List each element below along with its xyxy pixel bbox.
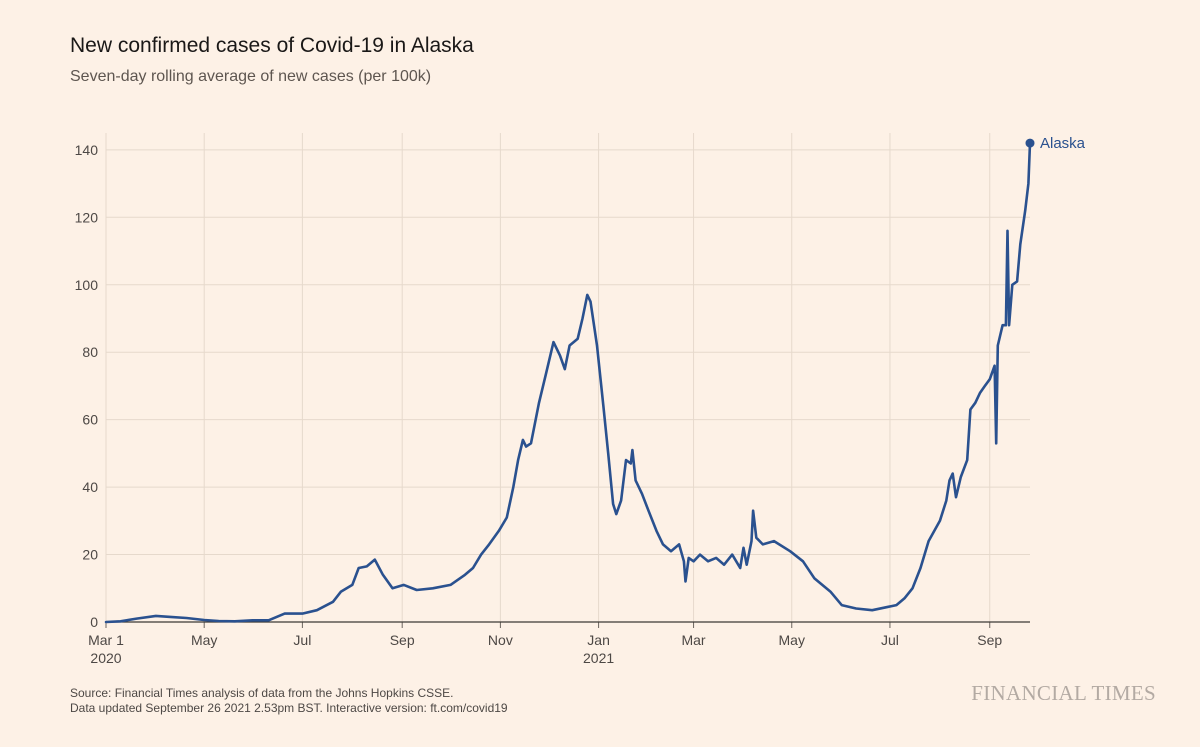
y-tick-label: 60	[82, 412, 98, 428]
x-tick-label: Sep	[977, 632, 1002, 648]
chart-subtitle: Seven-day rolling average of new cases (…	[70, 68, 432, 85]
y-tick-label: 100	[75, 277, 99, 293]
chart-title: New confirmed cases of Covid-19 in Alask…	[70, 34, 474, 57]
y-tick-label: 120	[75, 209, 99, 225]
x-tick-label: Mar	[681, 632, 705, 648]
source-note: Source: Financial Times analysis of data…	[70, 686, 508, 716]
x-tick-label: Mar 1	[88, 632, 124, 648]
series-end-marker	[1025, 138, 1035, 148]
x-tick-label: Nov	[488, 632, 513, 648]
y-tick-label: 140	[75, 142, 99, 158]
series-line-alaska	[104, 141, 1032, 624]
source-text: Source: Financial Times analysis of data…	[70, 686, 454, 700]
x-tick-label: Jul	[881, 632, 899, 648]
x-tick-label: May	[191, 632, 217, 648]
y-tick-label: 80	[82, 344, 98, 360]
x-tick-sublabel: 2020	[90, 650, 121, 666]
y-tick-label: 20	[82, 547, 98, 563]
updated-text: Data updated September 26 2021 2.53pm BS…	[70, 701, 508, 715]
x-tick-sublabel: 2021	[583, 650, 614, 666]
series-label-alaska: Alaska	[1040, 135, 1086, 152]
x-tick-label: Jan	[587, 632, 610, 648]
x-tick-label: Jul	[293, 632, 311, 648]
x-tick-label: Sep	[390, 632, 415, 648]
y-tick-label: 40	[82, 479, 98, 495]
y-tick-label: 0	[90, 614, 98, 630]
brand-logo: FINANCIAL TIMES	[971, 681, 1156, 705]
x-tick-label: May	[779, 632, 805, 648]
